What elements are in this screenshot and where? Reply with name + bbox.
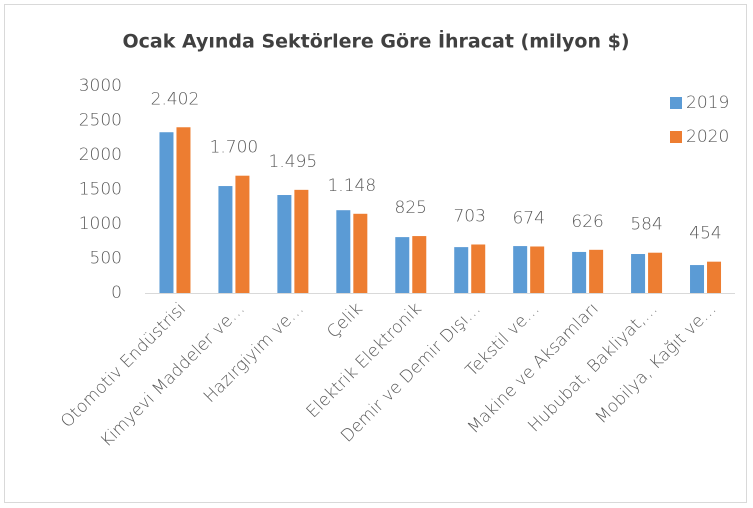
legend-swatch <box>670 97 682 109</box>
bar <box>235 175 250 293</box>
bar <box>589 249 604 293</box>
data-label: 703 <box>453 206 485 226</box>
bar <box>471 244 486 293</box>
data-label: 626 <box>571 212 603 232</box>
data-label: 454 <box>689 224 721 244</box>
data-label: 1.700 <box>210 138 259 158</box>
bar <box>690 265 705 293</box>
bar <box>277 195 292 293</box>
bar <box>707 261 722 293</box>
bar <box>530 246 545 293</box>
chart-border <box>4 4 747 503</box>
data-label: 1.148 <box>327 176 376 196</box>
y-tick-label: 3000 <box>79 76 122 96</box>
bar <box>159 132 174 293</box>
data-label: 674 <box>512 208 544 228</box>
chart-title: Ocak Ayında Sektörlere Göre İhracat (mil… <box>122 29 629 53</box>
bar <box>631 254 646 293</box>
legend-label: 2019 <box>686 93 729 113</box>
bar <box>412 236 427 293</box>
legend-label: 2020 <box>686 127 729 147</box>
bar <box>572 251 587 293</box>
bar <box>294 189 309 293</box>
bar <box>336 210 351 293</box>
bar <box>395 237 410 293</box>
y-tick-label: 1500 <box>79 180 122 200</box>
bar <box>648 252 663 293</box>
data-label: 2.402 <box>151 89 200 109</box>
y-tick-label: 0 <box>111 283 122 303</box>
bar <box>218 186 233 293</box>
y-tick-label: 2500 <box>79 111 122 131</box>
y-tick-label: 500 <box>90 249 122 269</box>
legend-swatch <box>670 131 682 143</box>
bar <box>353 213 368 293</box>
y-tick-label: 1000 <box>79 214 122 234</box>
bar <box>513 246 528 293</box>
bar <box>176 127 191 294</box>
data-label: 584 <box>630 215 662 235</box>
y-tick-label: 2000 <box>79 145 122 165</box>
data-label: 825 <box>395 198 427 218</box>
data-label: 1.495 <box>269 152 318 172</box>
bar <box>454 247 469 293</box>
